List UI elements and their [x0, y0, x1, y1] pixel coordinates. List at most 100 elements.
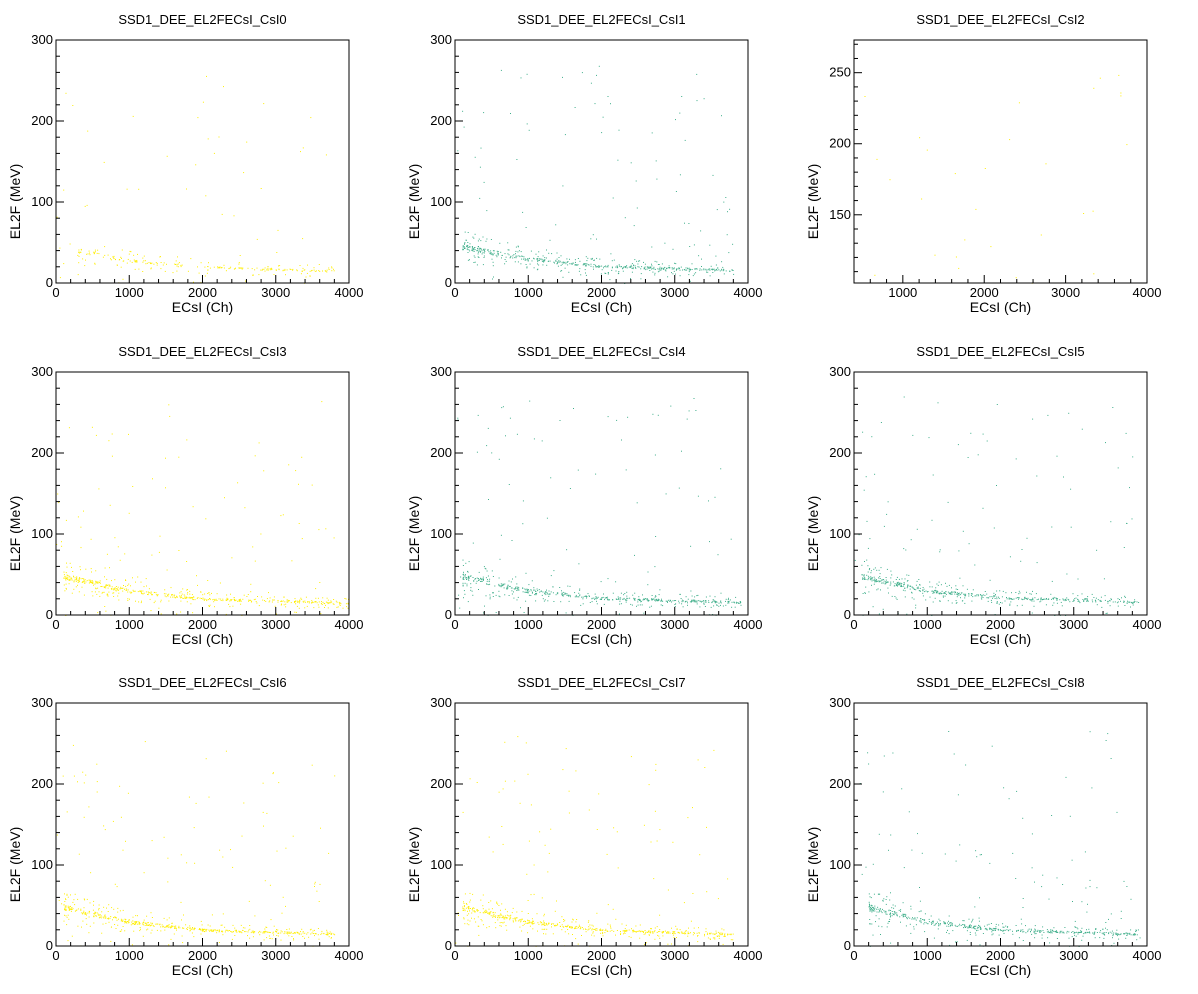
data-point [248, 929, 250, 931]
data-point [516, 255, 518, 257]
data-point [508, 249, 510, 251]
data-point [689, 246, 691, 247]
data-point [699, 600, 701, 602]
data-point [657, 414, 659, 416]
data-point [1018, 590, 1020, 592]
data-point [861, 574, 863, 576]
data-point [704, 935, 705, 937]
data-point [561, 590, 562, 592]
data-point [932, 474, 934, 476]
data-point [475, 582, 477, 584]
data-point [898, 583, 900, 585]
data-point [96, 791, 98, 793]
data-point [648, 267, 650, 269]
data-point [635, 180, 637, 182]
data-point [185, 924, 187, 926]
data-point [889, 918, 891, 920]
data-point [977, 927, 979, 929]
data-point [80, 909, 82, 911]
data-point [678, 267, 680, 269]
data-point [1131, 602, 1133, 604]
data-point [497, 915, 499, 917]
data-point [216, 932, 218, 934]
data-point [512, 918, 514, 920]
data-point [868, 903, 870, 905]
data-point [871, 905, 873, 907]
data-point [569, 926, 570, 928]
data-point [887, 587, 889, 589]
data-point [947, 929, 948, 931]
data-point [1003, 926, 1005, 928]
data-point [982, 507, 984, 509]
data-point [247, 931, 249, 933]
data-point [1065, 599, 1067, 601]
data-point [555, 924, 557, 926]
data-point [874, 910, 876, 912]
data-point [922, 595, 924, 597]
data-point [331, 266, 333, 268]
data-point [522, 211, 524, 213]
data-point [584, 263, 586, 265]
data-point [515, 257, 517, 259]
data-point [194, 862, 196, 864]
data-point [104, 576, 105, 578]
data-point [110, 588, 112, 590]
data-point [995, 928, 997, 930]
data-point [143, 872, 145, 874]
data-point [1059, 932, 1061, 934]
data-point [926, 591, 928, 593]
data-point [938, 918, 940, 920]
data-point [889, 916, 891, 918]
data-point [502, 584, 504, 586]
data-point [74, 910, 76, 912]
data-point [879, 576, 881, 578]
data-point [568, 600, 570, 602]
data-point [1020, 930, 1022, 932]
data-point [331, 937, 332, 939]
data-point [90, 538, 92, 540]
x-axis-label: ECsI (Ch) [571, 299, 632, 315]
data-point [201, 598, 202, 599]
data-point [564, 592, 566, 594]
data-point [712, 269, 714, 271]
data-point [656, 926, 658, 928]
data-point [1016, 597, 1018, 599]
data-point [519, 802, 521, 804]
data-point [984, 594, 986, 596]
data-point [906, 574, 908, 576]
data-point [83, 594, 85, 596]
data-point [283, 604, 285, 606]
data-point [300, 273, 302, 275]
data-point [577, 596, 579, 598]
data-point [999, 929, 1001, 931]
data-point [656, 178, 658, 180]
data-point [964, 926, 966, 928]
data-point [516, 590, 518, 591]
data-point [520, 918, 522, 920]
data-point [1061, 605, 1063, 607]
data-point [521, 918, 523, 920]
data-point [482, 924, 484, 926]
y-tick-label: 200 [430, 445, 452, 460]
data-point [970, 925, 972, 927]
data-point [591, 928, 593, 930]
data-point [130, 592, 132, 594]
data-point [527, 591, 529, 593]
data-point [302, 267, 304, 269]
data-point [254, 560, 256, 562]
data-point [125, 921, 127, 923]
data-point [722, 266, 724, 268]
data-point [620, 932, 622, 934]
data-point [69, 579, 71, 581]
data-point [903, 582, 905, 583]
data-point [331, 270, 333, 272]
data-point [237, 600, 239, 602]
data-point [121, 920, 123, 922]
data-point [864, 592, 866, 594]
data-point [463, 577, 464, 579]
data-point [113, 257, 115, 259]
data-point [171, 594, 173, 596]
data-point [956, 602, 958, 604]
data-point [1078, 932, 1080, 934]
data-point [723, 935, 725, 937]
